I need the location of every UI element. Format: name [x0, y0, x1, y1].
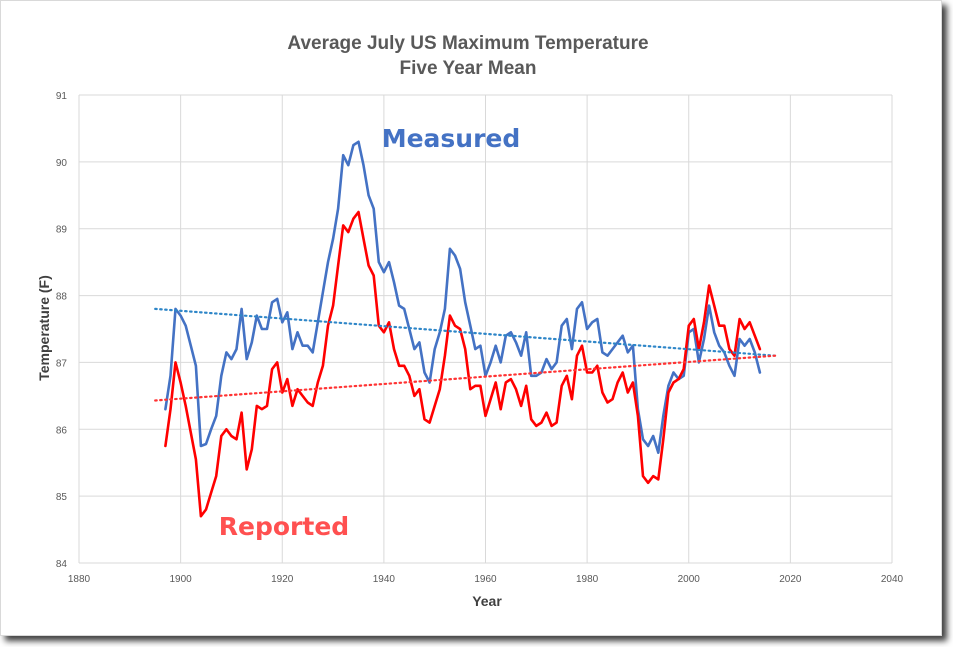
reported-line [164, 210, 762, 518]
reported-annotation: Reported [219, 512, 349, 541]
reported-trend-line [154, 354, 777, 402]
y-tick-label: 84 [56, 559, 68, 570]
line-chart: 84 85 86 87 88 89 90 91 1880 1900 1920 1940 1960 198… [36, 33, 904, 609]
chart-frame: 84 85 86 87 88 89 90 91 1880 1900 1920 1940 1960 198… [0, 0, 942, 636]
x-tick-label: 1940 [373, 574, 396, 585]
x-tick-label: 2000 [678, 574, 701, 585]
y-axis-tick-labels: 84 85 86 87 88 89 90 91 [56, 91, 68, 570]
y-tick-label: 85 [56, 492, 68, 503]
x-axis-title: Year [472, 593, 502, 609]
y-tick-label: 89 [56, 225, 68, 236]
x-tick-label: 2020 [779, 574, 802, 585]
x-axis-tick-labels: 1880 1900 1920 1940 1960 1980 2000 2020 2040 [68, 574, 904, 585]
x-tick-label: 1900 [170, 574, 193, 585]
y-tick-label: 86 [56, 425, 68, 436]
series-group [154, 140, 777, 518]
measured-annotation: Measured [382, 124, 521, 153]
y-tick-label: 88 [56, 292, 68, 303]
x-tick-label: 1960 [474, 574, 497, 585]
measured-line [164, 140, 762, 455]
x-tick-label: 1880 [68, 574, 91, 585]
chart-subtitle: Five Year Mean [400, 58, 537, 79]
y-tick-label: 87 [56, 358, 68, 369]
y-tick-label: 90 [56, 158, 68, 169]
x-tick-label: 1920 [271, 574, 294, 585]
vertical-gridlines [78, 95, 893, 563]
x-tick-label: 1980 [576, 574, 599, 585]
measured-trend-line [154, 307, 777, 357]
y-axis-title: Temperature (F) [36, 275, 52, 381]
y-tick-label: 91 [56, 91, 68, 102]
x-tick-label: 2040 [881, 574, 904, 585]
chart-title: Average July US Maximum Temperature [287, 33, 648, 54]
